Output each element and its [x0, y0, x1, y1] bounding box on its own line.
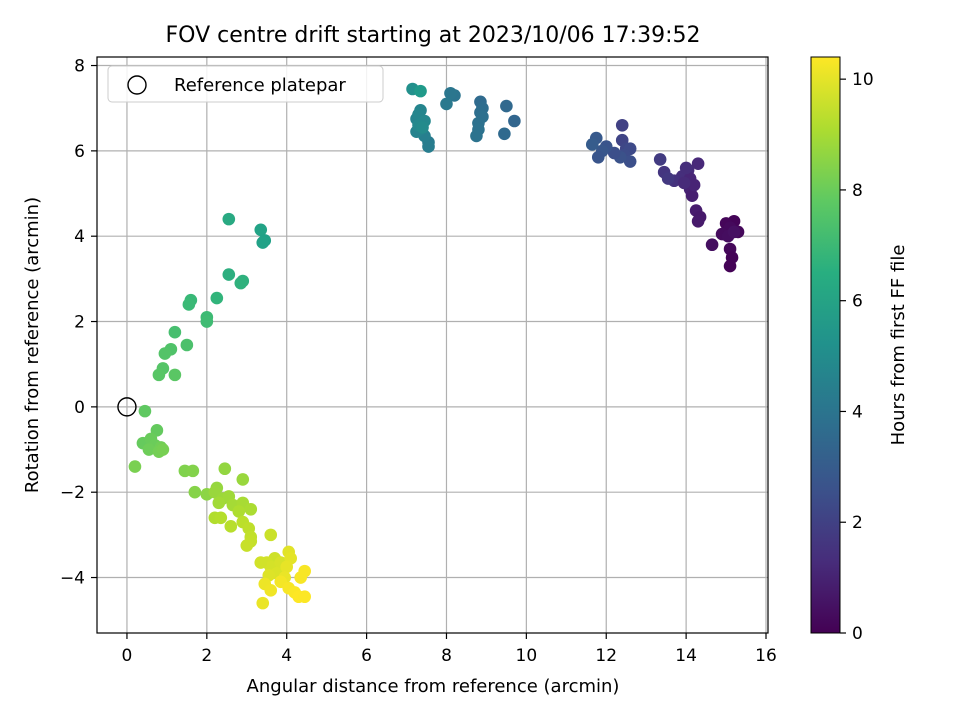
data-point: [661, 172, 675, 185]
y-tick-label: −4: [60, 569, 85, 589]
data-point: [234, 276, 248, 290]
data-point: [210, 291, 224, 305]
y-tick-label: 6: [74, 142, 85, 162]
colorbar-tick-label: 0: [852, 624, 863, 644]
y-tick-label: 2: [74, 313, 85, 333]
data-point: [440, 97, 453, 111]
data-point: [254, 556, 268, 569]
x-tick-label: 14: [675, 646, 697, 666]
x-axis-ticks: 0 2 4 6 8 10 12 14 16: [122, 633, 777, 666]
data-point: [591, 150, 605, 164]
data-point: [679, 161, 693, 175]
reference-point-marker: [117, 397, 137, 417]
legend-box: [107, 65, 384, 103]
data-point: [691, 157, 705, 170]
x-tick-label: 16: [755, 646, 777, 666]
data-point: [623, 155, 637, 168]
data-point: [186, 464, 200, 478]
data-point: [687, 178, 701, 192]
x-tick-label: 4: [281, 646, 292, 666]
y-axis-ticks: −4 −2 0 2 4 6 8: [60, 57, 97, 589]
colorbar: 0 2 4 6 8 10 Hours from first FF file: [810, 56, 909, 644]
y-tick-label: 8: [74, 57, 85, 77]
data-point: [677, 176, 691, 190]
data-point: [298, 590, 311, 604]
data-point: [585, 138, 599, 151]
data-point: [422, 140, 435, 153]
legend-entry-reference-platepar: Reference platepar: [174, 75, 346, 96]
colorbar-tick-label: 8: [852, 181, 863, 201]
chart-title: FOV centre drift starting at 2023/10/06 …: [166, 23, 701, 48]
data-point: [214, 511, 228, 525]
data-point: [212, 496, 226, 510]
x-axis-label: Angular distance from reference (arcmin): [247, 676, 620, 697]
data-point: [256, 596, 270, 610]
data-point: [264, 528, 278, 542]
data-point: [222, 268, 236, 281]
data-point: [200, 315, 214, 328]
data-point: [128, 460, 142, 473]
data-point: [182, 298, 196, 311]
data-point: [240, 539, 254, 552]
data-point: [264, 584, 278, 597]
data-point: [508, 114, 521, 128]
data-point: [224, 520, 238, 533]
data-point: [236, 473, 250, 486]
colorbar-tick-label: 6: [852, 292, 863, 312]
data-point: [256, 236, 270, 249]
data-point: [254, 223, 268, 237]
y-tick-label: 4: [74, 227, 85, 247]
data-point: [470, 129, 483, 143]
data-point: [727, 225, 741, 239]
data-point: [414, 84, 427, 98]
data-point: [416, 121, 429, 134]
data-point: [222, 212, 236, 226]
data-point: [218, 462, 232, 476]
colorbar-tick-label: 10: [852, 70, 874, 90]
colorbar-ticks: 0 2 4 6 8 10: [840, 70, 874, 644]
data-point: [691, 214, 705, 228]
data-point: [723, 259, 737, 273]
data-point: [152, 368, 166, 382]
colorbar-label: Hours from first FF file: [888, 245, 909, 446]
data-point: [705, 238, 719, 252]
data-point: [232, 505, 246, 518]
data-point: [188, 485, 202, 499]
colorbar-tick-label: 4: [852, 402, 863, 422]
y-tick-label: −2: [60, 483, 85, 503]
data-point: [158, 347, 172, 360]
plot-frame: [96, 56, 769, 634]
data-point: [498, 127, 511, 141]
data-point: [615, 118, 629, 132]
legend-marker-icon: [127, 75, 147, 95]
y-tick-label: 0: [74, 398, 85, 418]
data-point: [168, 368, 182, 382]
colorbar-tick-label: 2: [852, 513, 863, 533]
data-point: [685, 189, 699, 202]
data-point: [500, 99, 513, 113]
data-point: [444, 86, 457, 100]
data-point: [168, 325, 182, 339]
legend: Reference platepar: [107, 65, 384, 103]
scatter-points: [128, 82, 745, 610]
x-tick-label: 10: [516, 646, 538, 666]
y-axis-label: Rotation from reference (arcmin): [22, 197, 43, 493]
data-point: [653, 153, 667, 166]
x-tick-label: 0: [122, 646, 133, 666]
data-point: [280, 560, 294, 574]
data-point: [244, 502, 258, 516]
data-point: [156, 443, 170, 456]
x-tick-label: 6: [361, 646, 372, 666]
x-tick-label: 2: [201, 646, 212, 666]
x-tick-label: 12: [595, 646, 617, 666]
data-point: [142, 443, 156, 456]
data-point: [138, 404, 152, 418]
data-point: [180, 338, 194, 352]
data-point: [298, 564, 311, 578]
colorbar-gradient: [810, 56, 841, 634]
x-tick-label: 8: [441, 646, 452, 666]
